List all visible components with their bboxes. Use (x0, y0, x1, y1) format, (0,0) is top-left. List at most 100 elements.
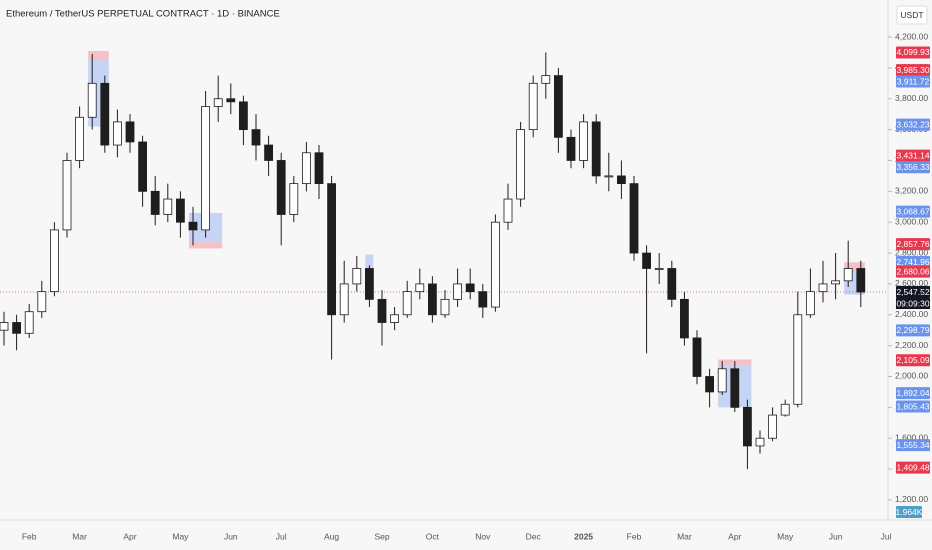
price-label-box (896, 324, 930, 337)
x-tick-label: Aug (324, 531, 339, 541)
candle-body (730, 368, 740, 408)
candle-body (717, 368, 727, 393)
candle-body (743, 406, 752, 447)
price-label: 1,555.34 (896, 440, 929, 450)
candle-body (125, 121, 135, 143)
candle-body (692, 337, 702, 377)
price-label: 2,105.09 (896, 355, 929, 365)
candle-body (352, 268, 362, 285)
zone (88, 50, 109, 61)
y-tick-label: 2,600.00 (895, 278, 928, 288)
price-label-box (896, 265, 930, 278)
candle-body (793, 314, 803, 405)
x-tick-label: Dec (526, 531, 542, 541)
price-label-box (896, 387, 930, 400)
y-tick-label: 4,200.00 (895, 31, 928, 41)
x-tick-label: Apr (728, 531, 741, 541)
candle-body (528, 82, 538, 131)
x-tick-label: Jun (829, 531, 843, 541)
zone (844, 262, 865, 272)
x-tick-label: 2025 (574, 531, 593, 541)
candle-body (629, 183, 639, 254)
countdown: 09:09:30 (896, 298, 929, 308)
candle-body (364, 268, 374, 300)
currency[interactable]: USDT (900, 10, 923, 20)
price-label: 3,985.30 (896, 65, 929, 75)
price-label: 1,892.04 (896, 388, 929, 398)
y-tick-label: 2,200.00 (895, 340, 928, 350)
candle-body (843, 268, 853, 282)
plot (0, 50, 888, 470)
price-label-box (896, 400, 930, 413)
x-tick-label: May (777, 531, 794, 541)
price-label-box (896, 64, 930, 77)
candle-body (163, 198, 173, 215)
price-label-box (896, 286, 930, 299)
candle-body (37, 291, 47, 313)
price-label: 3,911.72 (897, 76, 930, 86)
candle-body (780, 403, 790, 416)
candle-body (251, 129, 261, 146)
candle-body (390, 314, 400, 323)
candle-body (238, 101, 248, 131)
price-label: 1,409.48 (896, 462, 929, 472)
candle-body (289, 183, 299, 215)
candle-body (768, 414, 777, 439)
price-label: 2,857.76 (896, 239, 929, 249)
candle-body (440, 298, 450, 316)
candle-body (503, 198, 513, 223)
candle-body (453, 283, 463, 300)
candle-body (818, 283, 828, 293)
candle-body (554, 75, 563, 138)
currency-box[interactable] (896, 5, 928, 25)
x-tick-label: Sep (374, 531, 389, 541)
price-label: 3,356.33 (896, 162, 929, 172)
candle-body (264, 144, 274, 161)
volume-label-box (896, 506, 922, 518)
candle-body (12, 322, 22, 334)
candle-body (579, 121, 588, 161)
zone (189, 242, 223, 249)
price-label-box (896, 256, 930, 269)
candle-body (188, 221, 198, 231)
candle-body (175, 198, 185, 223)
x-tick-label: Feb (627, 531, 642, 541)
x-tick-label: Nov (475, 531, 491, 541)
candle-body (201, 106, 211, 231)
candle-body (427, 283, 437, 316)
candle-body (617, 175, 626, 185)
candle-body (327, 183, 337, 316)
price-label: 2,298.79 (896, 325, 929, 335)
candle-body (0, 322, 9, 331)
price-label: 3,632.23 (896, 119, 929, 129)
price-label: 2,547.52 (896, 287, 929, 297)
candle-body (213, 98, 223, 107)
y-tick-label: 3,200.00 (895, 186, 928, 196)
x-tick-label: May (172, 531, 189, 541)
volume-label: 1.964K (896, 507, 923, 517)
candle-body (478, 291, 488, 308)
candle-body (138, 141, 148, 192)
candle-body (100, 82, 110, 146)
candle-body (667, 268, 677, 300)
candle-body (755, 437, 765, 447)
candle-body (806, 291, 815, 316)
candle-body (856, 268, 866, 293)
price-label: 1,805.43 (896, 401, 929, 411)
y-tick-label: 2,400.00 (895, 309, 928, 319)
y-tick-label: 2,000.00 (895, 371, 928, 381)
y-tick-label: 3,800.00 (895, 93, 928, 103)
price-label-box (896, 46, 930, 59)
x-tick-label: Jul (881, 531, 892, 541)
x-tick-label: Jun (224, 531, 238, 541)
candle-body (591, 121, 601, 177)
price-label-box (896, 238, 930, 251)
candle-body (642, 252, 651, 269)
candle-body (604, 175, 614, 178)
x-tick-label: Feb (22, 531, 37, 541)
x-tick-label: Oct (426, 531, 440, 541)
price-label-box (896, 75, 930, 88)
candle-body (490, 221, 500, 308)
x-tick-label: Apr (123, 531, 136, 541)
